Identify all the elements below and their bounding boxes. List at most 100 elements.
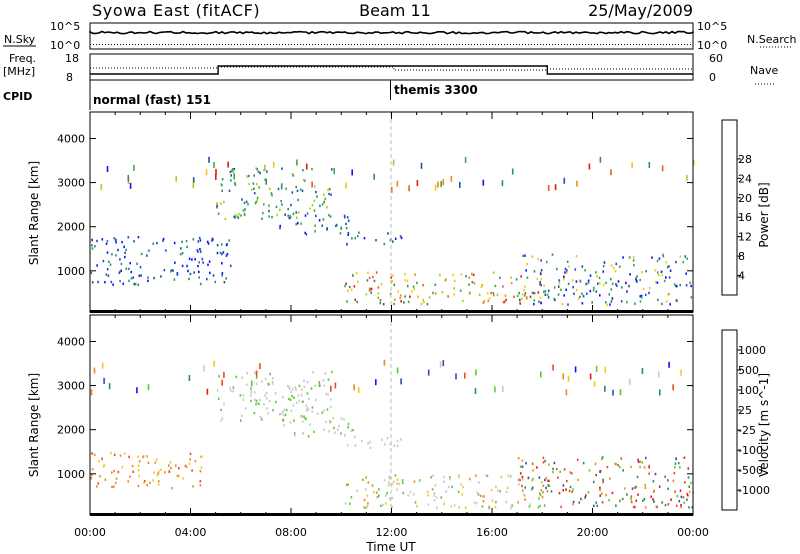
scatter-cell	[552, 364, 554, 371]
scatter-cell	[675, 504, 678, 507]
scatter-cell	[679, 489, 682, 492]
scatter-cell	[205, 169, 208, 176]
scatter-cell	[288, 386, 291, 389]
scatter-cell	[462, 299, 464, 303]
scatter-cell	[259, 363, 261, 370]
scatter-cell	[368, 276, 371, 280]
scatter-cell	[115, 254, 117, 257]
scatter-cell	[219, 251, 222, 254]
scatter-cell	[255, 376, 258, 379]
scatter-cell	[388, 475, 390, 479]
scatter-cell	[640, 296, 643, 299]
scatter-cell	[509, 475, 512, 479]
scatter-cell	[551, 253, 554, 256]
scatter-cell	[117, 470, 120, 474]
scatter-cell	[366, 504, 369, 508]
scatter-cell	[540, 371, 542, 378]
scatter-cell	[280, 199, 282, 203]
scatter-cell	[373, 279, 376, 283]
scatter-cell	[335, 224, 337, 228]
scatter-cell	[347, 233, 349, 236]
scatter-cell	[198, 236, 201, 240]
scatter-cell	[439, 361, 442, 368]
scatter-cell	[199, 480, 202, 483]
scatter-cell	[366, 494, 369, 497]
scatter-cell	[564, 267, 567, 271]
scatter-cell	[384, 502, 387, 505]
scatter-cell	[194, 459, 197, 463]
scatter-cell	[368, 287, 371, 290]
scatter-cell	[282, 396, 284, 399]
scatter-cell	[447, 295, 449, 298]
scatter-cell	[537, 506, 540, 509]
scatter-cell	[152, 479, 154, 482]
scatter-cell	[233, 215, 235, 218]
scatter-cell	[117, 248, 119, 252]
scatter-cell	[322, 379, 325, 382]
scatter-cell	[483, 495, 485, 498]
power-ylabel: Slant Range [km]	[27, 161, 41, 265]
scatter-cell	[569, 485, 572, 489]
scatter-cell	[434, 292, 437, 295]
scatter-cell	[146, 455, 148, 458]
scatter-cell	[602, 480, 604, 484]
scatter-cell	[532, 469, 534, 472]
scatter-cell	[106, 268, 109, 271]
scatter-cell	[241, 376, 243, 379]
scatter-cell	[358, 231, 360, 234]
scatter-cell	[539, 272, 542, 276]
scatter-cell	[520, 275, 522, 278]
scatter-cell	[292, 404, 295, 407]
scatter-cell	[275, 400, 277, 404]
scatter-cell	[645, 456, 647, 460]
scatter-cell	[311, 181, 313, 188]
scatter-cell	[487, 299, 490, 302]
scatter-cell	[539, 492, 541, 495]
scatter-cell	[552, 467, 554, 471]
scatter-cell	[656, 281, 659, 284]
scatter-cell	[422, 284, 424, 287]
scatter-cell	[538, 497, 540, 500]
scatter-cell	[673, 283, 676, 286]
scatter-cell	[557, 476, 559, 479]
scatter-cell	[288, 387, 291, 391]
scatter-cell	[563, 294, 565, 297]
scatter-cell	[104, 281, 106, 284]
scatter-cell	[347, 219, 350, 222]
scatter-cell	[525, 269, 527, 272]
beam-label: Beam 11	[359, 1, 431, 20]
scatter-cell	[481, 505, 484, 508]
scatter-cell	[193, 271, 195, 274]
scatter-cell	[154, 461, 157, 464]
scatter-cell	[289, 421, 292, 424]
scatter-cell	[169, 461, 172, 464]
scatter-cell	[137, 236, 140, 239]
scatter-cell	[502, 285, 504, 288]
scatter-cell	[603, 283, 605, 287]
scatter-cell	[545, 486, 547, 490]
scatter-cell	[347, 426, 349, 429]
scatter-cell	[225, 277, 227, 280]
scatter-cell	[594, 462, 597, 466]
scatter-cell	[635, 277, 637, 280]
scatter-cell	[599, 494, 601, 497]
scatter-cell	[156, 242, 158, 245]
scatter-cell	[400, 300, 402, 303]
scatter-cell	[595, 473, 597, 477]
scatter-cell	[302, 169, 304, 172]
scatter-cell	[451, 485, 453, 489]
freq-tick-lo: 8	[66, 71, 73, 84]
scatter-cell	[601, 457, 603, 461]
scatter-cell	[221, 178, 224, 181]
scatter-cell	[506, 486, 509, 490]
scatter-cell	[125, 267, 128, 270]
scatter-cell	[297, 198, 299, 202]
scatter-cell	[211, 239, 213, 242]
scatter-cell	[330, 398, 332, 401]
scatter-cell	[221, 262, 223, 265]
scatter-cell	[162, 239, 164, 242]
scatter-cell	[450, 175, 453, 182]
scatter-cell	[686, 174, 688, 181]
scatter-cell	[292, 174, 295, 177]
scatter-cell	[636, 275, 638, 278]
